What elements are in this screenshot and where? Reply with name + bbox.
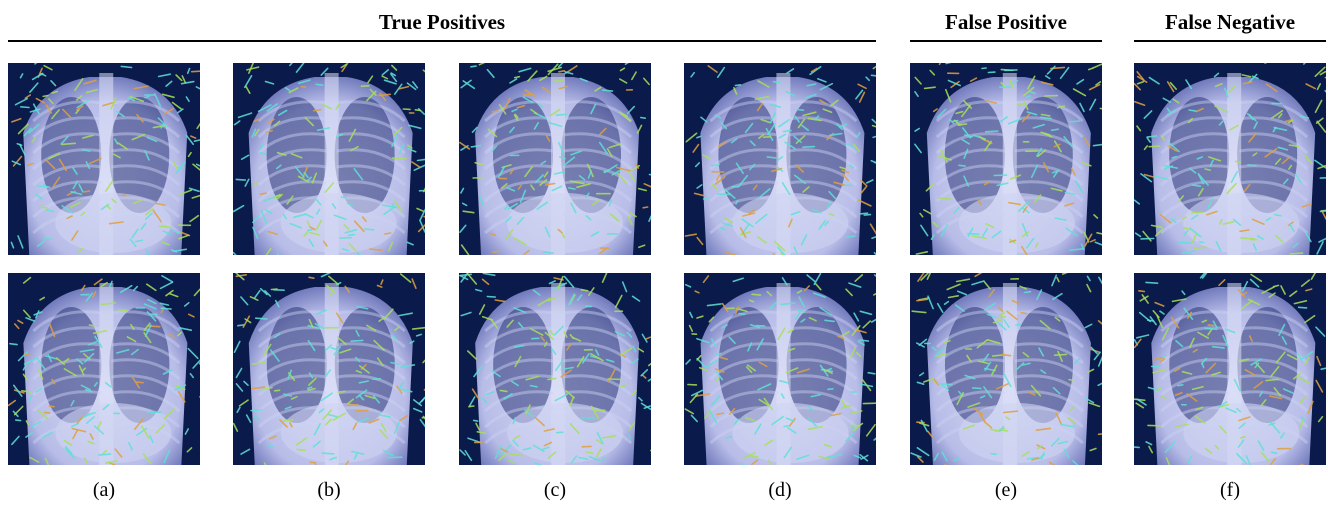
xray-image-d-row1 bbox=[684, 63, 876, 255]
group-rule-true-positives bbox=[8, 40, 876, 42]
xray-image-c-row1 bbox=[459, 63, 651, 255]
xray-image-e-row1 bbox=[910, 63, 1102, 255]
caption-d: (d) bbox=[768, 479, 792, 501]
group-title-true-positives: True Positives bbox=[378, 10, 506, 34]
xray-image-a-row2 bbox=[8, 273, 200, 465]
xray-image-a-row1 bbox=[8, 63, 200, 255]
xray-image-f-row2 bbox=[1134, 273, 1326, 465]
caption-e: (e) bbox=[994, 479, 1018, 501]
group-rule-false-positive bbox=[910, 40, 1102, 42]
group-rule-false-negative bbox=[1134, 40, 1326, 42]
group-title-false-positive: False Positive bbox=[945, 10, 1067, 34]
xray-image-e-row2 bbox=[910, 273, 1102, 465]
xray-image-d-row2 bbox=[684, 273, 876, 465]
xray-image-b-row2 bbox=[233, 273, 425, 465]
xray-image-b-row1 bbox=[233, 63, 425, 255]
group-title-false-negative: False Negative bbox=[1164, 10, 1296, 34]
caption-b: (b) bbox=[317, 479, 341, 501]
caption-a: (a) bbox=[92, 479, 116, 501]
xray-image-c-row2 bbox=[459, 273, 651, 465]
caption-f: (f) bbox=[1220, 479, 1240, 501]
caption-c: (c) bbox=[543, 479, 567, 501]
xray-image-f-row1 bbox=[1134, 63, 1326, 255]
